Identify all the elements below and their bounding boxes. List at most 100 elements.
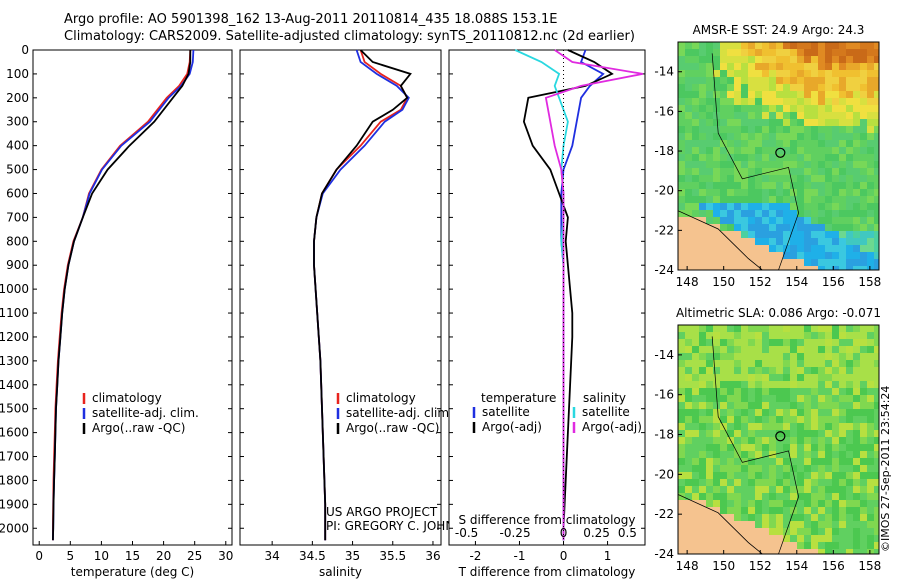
map-cell [867, 168, 875, 176]
map-cell [818, 514, 826, 522]
map-cell [762, 70, 770, 78]
map-cell [846, 465, 854, 473]
map-cell [755, 325, 763, 333]
map-cell [720, 238, 728, 246]
reef-contour [711, 336, 799, 554]
map-cell [748, 63, 756, 71]
map-cell [678, 49, 686, 57]
map-cell [776, 353, 784, 361]
map-cell [860, 203, 868, 211]
map-cell [853, 360, 861, 368]
map-cell [818, 395, 826, 403]
map-cell [867, 140, 875, 148]
map-cell [720, 119, 728, 127]
map-cell [860, 493, 868, 501]
map-cell [685, 42, 693, 50]
map-cell [755, 42, 763, 50]
map-cell [860, 252, 868, 260]
map-cell [867, 133, 875, 141]
map-cell [860, 409, 868, 417]
map-cell [874, 63, 879, 71]
map-cell [860, 266, 868, 270]
map-cell [860, 444, 868, 452]
sst_map-ytick-label: -18 [654, 144, 674, 158]
map-cell [776, 339, 784, 347]
map-cell [762, 91, 770, 99]
legend-label: climatology [346, 391, 416, 405]
map-cell [692, 266, 700, 270]
map-cell [762, 346, 770, 354]
map-cell [825, 500, 833, 508]
map-cell [825, 238, 833, 246]
map-cell [846, 189, 854, 197]
map-cell [713, 231, 721, 239]
map-cell [748, 374, 756, 382]
map-cell [755, 266, 763, 270]
map-cell [804, 105, 812, 113]
map-cell [867, 49, 875, 57]
map-cell [783, 147, 791, 155]
map-cell [741, 175, 749, 183]
map-cell [741, 353, 749, 361]
map-cell [825, 451, 833, 459]
map-cell [678, 402, 686, 410]
map-cell [867, 56, 875, 64]
map-cell [867, 535, 875, 543]
map-cell [832, 402, 840, 410]
map-cell [874, 360, 879, 368]
map-cell [853, 245, 861, 253]
map-cell [874, 458, 879, 466]
map-cell [678, 112, 686, 120]
map-cell [846, 140, 854, 148]
map-cell [720, 98, 728, 106]
map-cell [755, 259, 763, 267]
map-cell [867, 528, 875, 536]
map-cell [860, 182, 868, 190]
map-cell [727, 189, 735, 197]
map-cell [783, 360, 791, 368]
map-cell [846, 266, 854, 270]
map-cell [748, 535, 756, 543]
map-cell [804, 126, 812, 134]
map-cell [846, 535, 854, 543]
map-cell [846, 231, 854, 239]
map-cell [790, 367, 798, 375]
map-cell [804, 189, 812, 197]
map-cell [755, 416, 763, 424]
map-cell [804, 259, 812, 267]
map-cell [839, 479, 847, 487]
map-cell [853, 388, 861, 396]
map-cell [699, 147, 707, 155]
map-cell [762, 56, 770, 64]
map-cell [692, 542, 700, 550]
temperature-panel-ytick-label: 1800 [0, 473, 29, 487]
map-cell [797, 367, 805, 375]
map-cell [874, 119, 879, 127]
map-cell [762, 549, 770, 554]
map-cell [832, 367, 840, 375]
map-cell [741, 465, 749, 473]
map-cell [867, 395, 875, 403]
map-cell [741, 210, 749, 218]
map-cell [734, 252, 742, 260]
map-cell [783, 381, 791, 389]
map-cell [818, 210, 826, 218]
legend-label: satellite-adj. clim. [346, 406, 453, 420]
map-cell [727, 409, 735, 417]
map-cell [846, 458, 854, 466]
map-cell [853, 196, 861, 204]
map-cell [720, 409, 728, 417]
map-cell [853, 437, 861, 445]
map-cell [839, 549, 847, 554]
map-cell [860, 224, 868, 232]
map-cell [741, 161, 749, 169]
map-cell [776, 210, 784, 218]
map-cell [867, 259, 875, 267]
map-cell [713, 472, 721, 480]
map-cell [797, 63, 805, 71]
map-cell [734, 70, 742, 78]
salinity-diff-tick-label: -0.25 [500, 526, 531, 540]
map-cell [825, 259, 833, 267]
map-cell [832, 507, 840, 515]
